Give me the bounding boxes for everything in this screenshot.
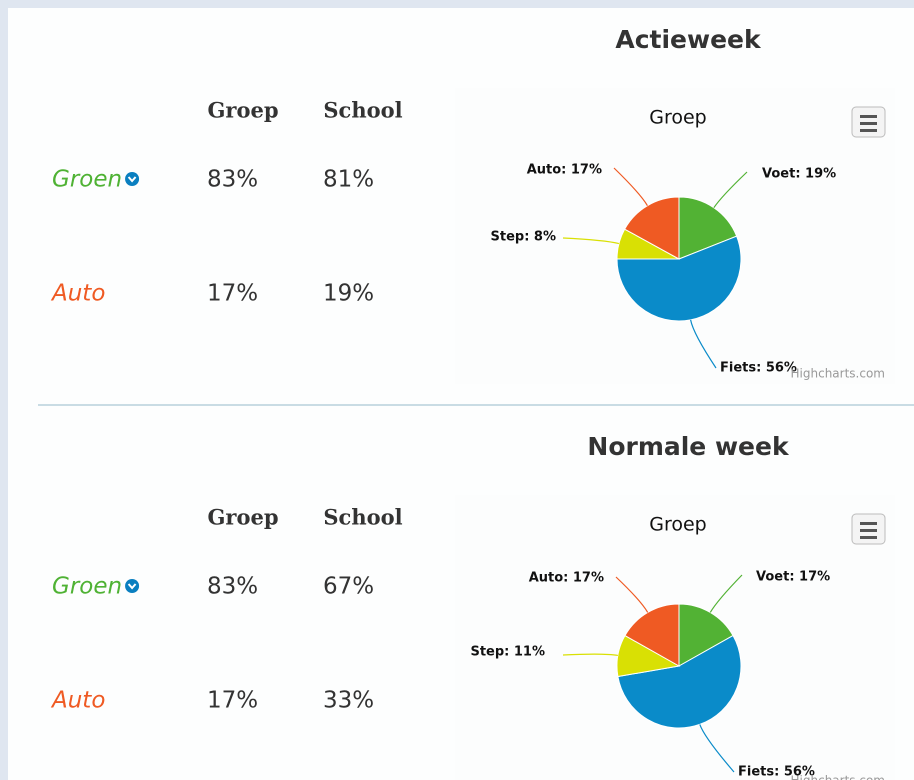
row-label: Auto (50, 281, 105, 307)
pie-slice (623, 196, 680, 260)
cell-value: 17% (207, 281, 258, 307)
column-header: School (323, 505, 402, 530)
leader-line (613, 167, 648, 206)
cell-value: 83% (207, 574, 258, 600)
data-label: Voet: 19% (762, 167, 836, 182)
cell-value: 83% (207, 167, 258, 193)
data-label: Auto: 17% (527, 163, 602, 178)
leader-line (615, 576, 649, 613)
section-title: Actieweek (615, 25, 762, 54)
chart-title: Groep (649, 514, 707, 536)
dropdown-icon[interactable] (125, 172, 140, 186)
dropdown-icon[interactable] (125, 579, 140, 593)
menu-bar (860, 529, 877, 532)
column-header: Groep (207, 98, 278, 123)
pie-slice (678, 196, 738, 260)
column-header: Groep (207, 505, 278, 530)
menu-bar (860, 536, 877, 539)
data-label: Fiets: 56% (738, 765, 815, 780)
data-label: Step: 8% (491, 230, 557, 245)
leader-line (713, 171, 748, 209)
row-label[interactable]: Groen (52, 167, 122, 193)
leader-line (690, 319, 717, 369)
section-title: Normale week (587, 432, 790, 461)
data-label: Fiets: 56% (720, 361, 797, 376)
cell-value: 33% (323, 688, 374, 714)
cell-value: 67% (323, 574, 374, 600)
credit: Highcharts.com (791, 774, 885, 780)
cell-value: 19% (323, 281, 374, 307)
credit: Highcharts.com (791, 367, 885, 381)
leader-line (699, 724, 735, 773)
cell-value: 81% (323, 167, 374, 193)
chart-title: Groep (649, 107, 707, 129)
data-label: Auto: 17% (529, 571, 604, 586)
leader-line (709, 574, 743, 613)
dropdown-chevron (127, 176, 137, 183)
pie-slice (617, 634, 742, 729)
menu-bar (860, 522, 877, 525)
cell-value: 17% (207, 688, 258, 714)
menu-bar (860, 115, 877, 118)
menu-bar (860, 122, 877, 125)
dropdown-chevron (127, 583, 137, 590)
data-label: Voet: 17% (756, 570, 830, 585)
leader-line (562, 653, 619, 657)
row-label: Auto (50, 688, 105, 714)
data-label: Step: 11% (470, 645, 545, 660)
menu-bar (860, 129, 877, 132)
leader-line (562, 237, 620, 245)
column-header: School (323, 98, 402, 123)
row-label[interactable]: Groen (52, 574, 122, 600)
